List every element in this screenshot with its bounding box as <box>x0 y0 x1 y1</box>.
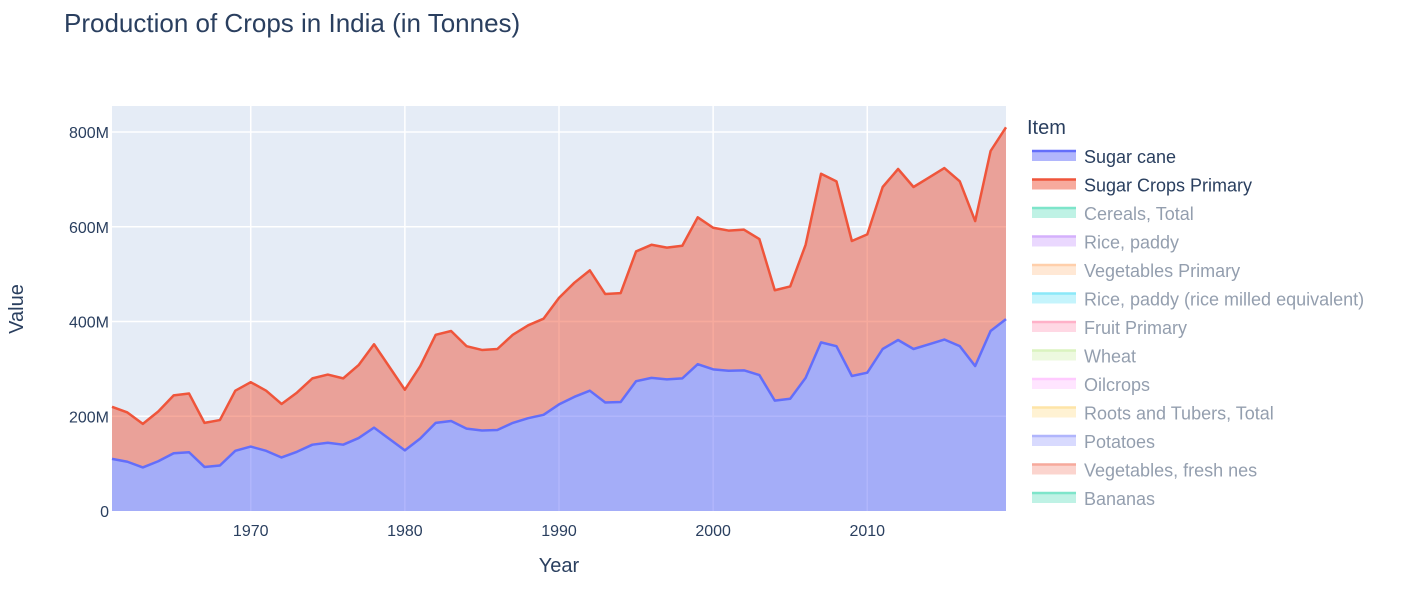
legend-label: Vegetables, fresh nes <box>1084 461 1257 481</box>
y-tick-label: 200M <box>69 409 109 426</box>
y-axis-ticks: 0 200M 400M 600M 800M <box>69 125 109 521</box>
x-tick-label: 1980 <box>387 523 423 540</box>
area-layer <box>112 127 1006 511</box>
legend-swatch-fill <box>1032 493 1076 503</box>
legend-title: Item <box>1027 117 1066 139</box>
area-fill-series-1 <box>112 127 1006 468</box>
legend-swatch-fill <box>1032 236 1076 247</box>
x-axis-title: Year <box>539 555 580 577</box>
legend-label: Vegetables Primary <box>1084 261 1240 281</box>
area-line-series-1 <box>111 126 1008 426</box>
legend-item[interactable]: Cereals, Total <box>1032 204 1194 224</box>
legend-label: Sugar cane <box>1084 147 1176 167</box>
legend-item[interactable]: Sugar cane <box>1032 147 1176 167</box>
legend-item[interactable]: Roots and Tubers, Total <box>1032 404 1274 424</box>
legend-item[interactable]: Wheat <box>1032 347 1136 367</box>
y-axis-title: Value <box>6 284 28 334</box>
legend-label: Rice, paddy (rice milled equivalent) <box>1084 290 1364 310</box>
x-axis-ticks: 1970 1980 1990 2000 2010 <box>233 523 885 540</box>
x-tick-label: 2000 <box>695 523 731 540</box>
legend-label: Wheat <box>1084 347 1136 367</box>
legend-label: Roots and Tubers, Total <box>1084 404 1274 424</box>
legend-swatch-fill <box>1032 464 1076 475</box>
y-tick-label: 600M <box>69 220 109 237</box>
legend-swatch-fill <box>1032 407 1076 418</box>
y-tick-label: 0 <box>100 504 109 521</box>
legend-label: Oilcrops <box>1084 375 1150 395</box>
legend-label: Sugar Crops Primary <box>1084 176 1252 196</box>
chart-title: Production of Crops in India (in Tonnes) <box>64 8 520 38</box>
legend-label: Rice, paddy <box>1084 233 1179 253</box>
legend-items: Sugar cane Sugar Crops Primary Cereals, To… <box>1032 147 1364 509</box>
legend-label: Bananas <box>1084 489 1155 509</box>
legend-swatch-fill <box>1032 350 1076 361</box>
legend-swatch-fill <box>1032 436 1076 446</box>
legend-label: Cereals, Total <box>1084 204 1194 224</box>
area-line-series-0 <box>111 318 1007 469</box>
legend-item[interactable]: Bananas <box>1032 489 1155 509</box>
legend-swatch-fill <box>1032 379 1076 389</box>
legend-item[interactable]: Vegetables, fresh nes <box>1032 461 1257 481</box>
legend-swatch-fill <box>1032 265 1076 275</box>
legend-item[interactable]: Sugar Crops Primary <box>1032 176 1252 196</box>
legend-label: Fruit Primary <box>1084 318 1187 338</box>
legend-swatch-fill <box>1032 208 1076 218</box>
x-tick-label: 1990 <box>541 523 577 540</box>
legend-swatch-fill <box>1032 179 1076 190</box>
legend-swatch-fill <box>1032 322 1076 332</box>
x-tick-label: 1970 <box>233 523 269 540</box>
line-layer <box>111 126 1008 469</box>
legend-item[interactable]: Rice, paddy <box>1032 233 1179 253</box>
legend-swatch-fill <box>1032 293 1076 304</box>
legend-swatch-fill <box>1032 151 1076 161</box>
y-tick-label: 400M <box>69 315 109 332</box>
legend-item[interactable]: Vegetables Primary <box>1032 261 1240 281</box>
legend-item[interactable]: Potatoes <box>1032 432 1155 452</box>
x-tick-label: 2010 <box>849 523 885 540</box>
legend-item[interactable]: Fruit Primary <box>1032 318 1187 338</box>
area-fill-series-0 <box>112 319 1006 511</box>
legend-label: Potatoes <box>1084 432 1155 452</box>
legend-item[interactable]: Rice, paddy (rice milled equivalent) <box>1032 290 1364 310</box>
legend-item[interactable]: Oilcrops <box>1032 375 1150 395</box>
legend: Item Sugar cane Sugar Crops Primary Cereal… <box>1027 117 1364 509</box>
y-tick-label: 800M <box>69 125 109 142</box>
